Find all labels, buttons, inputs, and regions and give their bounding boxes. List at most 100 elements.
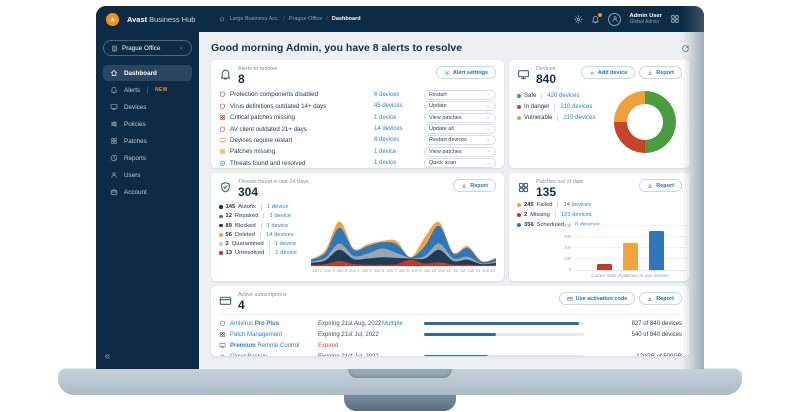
sidebar-item-policies[interactable]: Policies	[103, 116, 192, 132]
notifications-bell-icon[interactable]	[591, 13, 602, 24]
apps-grid-icon[interactable]	[670, 14, 680, 24]
sidebar-item-patches[interactable]: Patches	[103, 133, 192, 149]
legend-dot	[219, 233, 223, 237]
threats-x-labels: Jun 1 Jun 2 Jun 3 Jun 4 Jun 5 Jun 6 Jun 7 Jun 8…	[312, 268, 495, 274]
chevron-down-icon	[178, 45, 184, 51]
legend-devices-link[interactable]: 420 devices	[547, 93, 580, 100]
legend-devices-link[interactable]: 14 devices	[265, 231, 294, 238]
legend-label: Repaired	[234, 213, 259, 220]
breadcrumb-account[interactable]: Large Business Acc.	[229, 16, 280, 22]
sidebar-item-users[interactable]: Users	[103, 167, 192, 183]
user-menu[interactable]: Admin User Global Admin	[629, 13, 662, 26]
alerts-card: Alerts to resolve 8 Alert settings	[211, 60, 504, 168]
legend-item: Vulnerable 210 devices	[517, 115, 596, 122]
legend-item: 56 Deleted 14 devices	[219, 231, 311, 238]
legend-item: 13 Unresolved 1 device	[219, 250, 311, 257]
legend-dot	[517, 213, 521, 218]
subscription-multiple-link[interactable]: Multiple	[382, 320, 403, 327]
alert-devices-link[interactable]: 6 devices	[374, 91, 400, 98]
laptop-base	[58, 368, 742, 395]
alert-devices-link[interactable]: 14 devices	[374, 126, 403, 133]
legend-dot	[517, 203, 521, 208]
legend-devices-link[interactable]: 210 devices	[563, 115, 596, 122]
subscriptions-list: Antivirus Pro Plus Expiring 21st Aug, 20…	[219, 318, 682, 356]
alert-title: Patches missing	[230, 148, 276, 156]
legend-label: Autofix	[238, 204, 256, 211]
legend-divider	[260, 222, 262, 229]
legend-devices-link[interactable]: 1 device	[266, 222, 289, 229]
alert-devices-link[interactable]: 1 device	[374, 160, 397, 167]
alert-action-select[interactable]: Restart	[424, 89, 496, 100]
subscription-name-link[interactable]: Antivirus Pro Plus	[230, 320, 280, 327]
legend-devices-link[interactable]: 1 device	[269, 213, 292, 220]
alert-action-select[interactable]: View patches	[424, 146, 496, 157]
office-selector[interactable]: Prague Office	[103, 40, 192, 56]
subscription-name-link[interactable]: Cloud Backup	[230, 354, 318, 356]
action-label: Update	[429, 103, 447, 110]
legend-count: 12	[225, 213, 232, 220]
legend-label: Blocked	[234, 222, 256, 229]
subscription-name-link[interactable]: Premium Remote Control	[230, 342, 300, 349]
alert-action-select[interactable]: Update	[424, 101, 496, 112]
use-activation-code-button[interactable]: Use activation code	[558, 292, 636, 305]
patches-report-button[interactable]: Report	[639, 179, 682, 192]
alert-devices-link[interactable]: 6 devices	[374, 137, 400, 144]
threats-report-button[interactable]: Report	[453, 179, 496, 192]
legend-item: 245 Failed 14 devices	[517, 202, 637, 209]
sidebar: Prague Office Dashboard Alerts NEW	[96, 32, 199, 369]
sidebar-item-reports[interactable]: Reports	[103, 150, 192, 166]
subscription-expiry: Expiring 21st Aug, 2022	[318, 320, 382, 327]
alert-action-select[interactable]: Restart devices	[424, 135, 496, 146]
legend-devices-link[interactable]: 210 devices	[560, 104, 593, 111]
chevron-down-icon	[486, 127, 491, 132]
legend-devices-link[interactable]: 1 device	[274, 240, 297, 247]
briefcase-icon	[110, 188, 118, 196]
sidebar-item-alerts[interactable]: Alerts NEW	[103, 82, 192, 98]
legend-devices-link[interactable]: 1 device	[266, 204, 289, 211]
subscription-row: Patch Management Expiring 21st Jul, 2022…	[219, 329, 682, 340]
breadcrumb: Large Business Acc. Prague Office Dashbo…	[219, 16, 361, 22]
settings-gear-icon[interactable]	[574, 14, 584, 24]
legend-dot	[517, 94, 521, 99]
alert-devices-link[interactable]: 1 device	[374, 148, 397, 155]
alert-action-select[interactable]: Update all	[424, 124, 496, 135]
download-icon	[461, 183, 467, 189]
sidebar-item-devices[interactable]: Devices	[103, 99, 192, 115]
shield-icon	[219, 91, 226, 98]
breadcrumb-office[interactable]: Prague Office	[288, 16, 323, 22]
sidebar-item-account[interactable]: Account	[103, 184, 192, 200]
chevron-down-icon	[486, 149, 491, 154]
alert-devices-link[interactable]: 45 devices	[374, 103, 403, 110]
office-selector-label: Prague Office	[122, 44, 161, 52]
shield-icon	[219, 103, 226, 110]
subscription-expiry: Expired	[318, 342, 339, 349]
alerts-count: 8	[238, 72, 245, 86]
legend-item: 89 Blocked 1 device	[219, 222, 311, 229]
subscriptions-report-button[interactable]: Report	[639, 292, 682, 305]
sidebar-item-label: Dashboard	[124, 69, 157, 77]
legend-devices-link[interactable]: 14 devices	[563, 202, 592, 209]
alert-settings-button[interactable]: Alert settings	[435, 66, 496, 79]
alert-action-select[interactable]: Quick scan	[424, 158, 496, 168]
sidebar-item-dashboard[interactable]: Dashboard	[103, 65, 192, 81]
user-avatar[interactable]	[608, 12, 622, 26]
legend-label: Missing	[530, 212, 550, 219]
subscriptions-card: Active subscriptions 4 Use activation co…	[211, 286, 690, 356]
sidebar-collapse-icon[interactable]	[103, 352, 112, 361]
devices-report-button[interactable]: Report	[639, 66, 682, 79]
add-device-button[interactable]: Add device	[580, 66, 636, 79]
legend-devices-link[interactable]: 123 devices	[560, 212, 592, 219]
legend-divider	[557, 202, 559, 209]
legend-count: 89	[225, 222, 232, 229]
refresh-icon[interactable]	[681, 44, 690, 53]
legend-dot	[219, 242, 223, 246]
legend-devices-link[interactable]: 1 device	[275, 250, 297, 257]
legend-count: 145	[225, 204, 236, 211]
subscription-name-link[interactable]: Patch Management	[230, 331, 283, 338]
alert-devices-link[interactable]: 1 device	[374, 114, 397, 121]
alert-action-select[interactable]: View patches	[424, 112, 496, 123]
legend-label: Failed	[536, 202, 553, 209]
threats-card: Threats found in last 14 days 304 Report	[211, 173, 504, 281]
legend-item: In danger 210 devices	[517, 104, 596, 111]
